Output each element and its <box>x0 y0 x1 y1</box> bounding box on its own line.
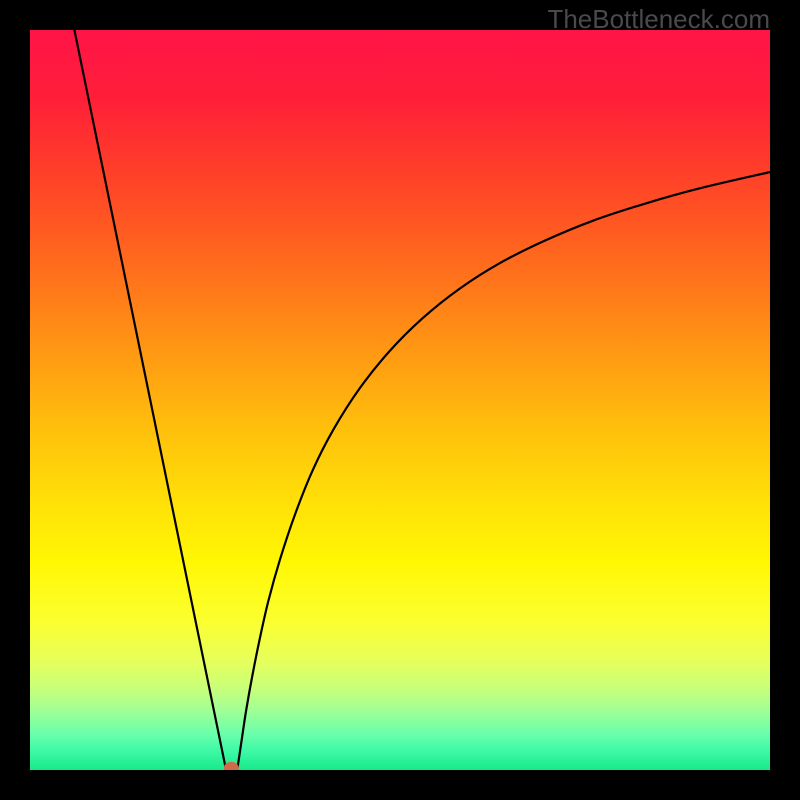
plot-area <box>30 30 770 770</box>
curve-layer <box>30 30 770 770</box>
minimum-marker <box>224 762 239 770</box>
watermark-text: TheBottleneck.com <box>547 4 770 35</box>
curve-left-branch <box>74 30 226 770</box>
chart-root: TheBottleneck.com <box>0 0 800 800</box>
curve-right-branch <box>237 172 770 770</box>
